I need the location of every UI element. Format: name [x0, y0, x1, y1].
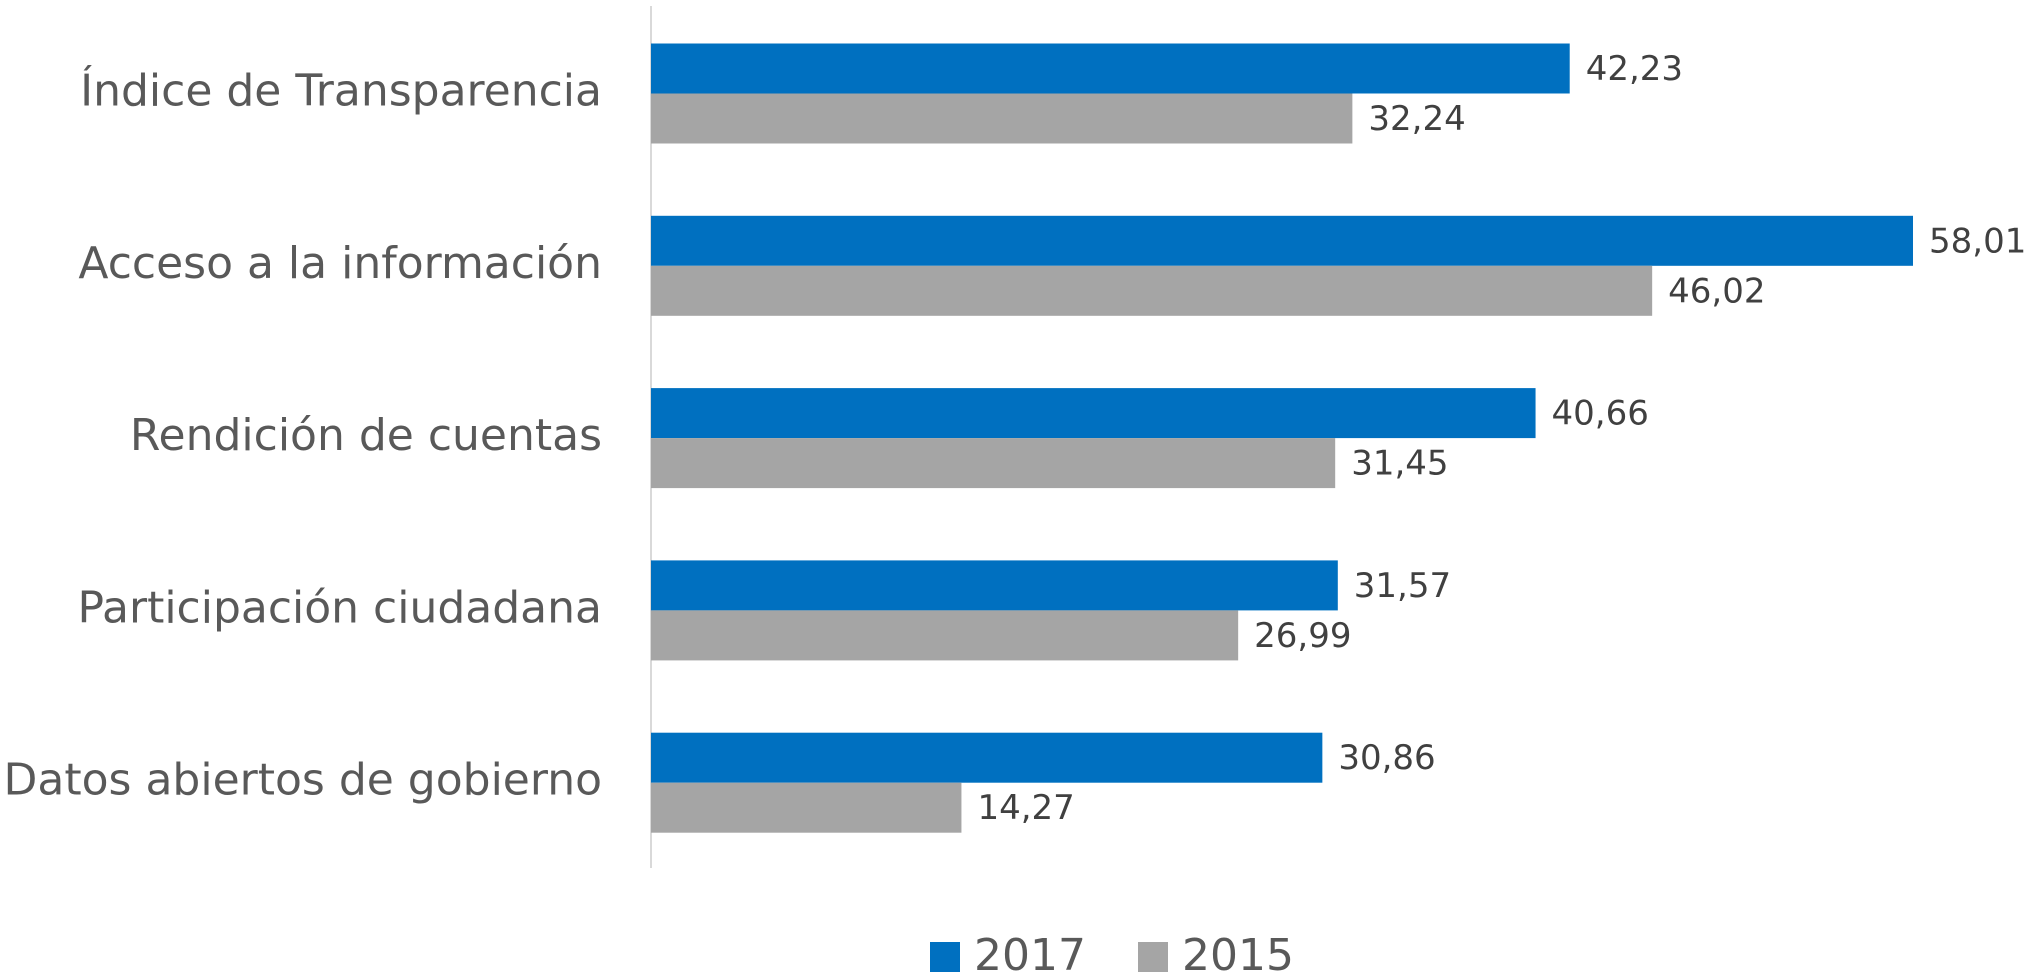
bar	[651, 215, 1913, 266]
category-label: Rendición de cuentas	[130, 410, 602, 461]
value-label: 14,27	[977, 788, 1074, 828]
bar	[651, 43, 1570, 94]
bar	[651, 732, 1323, 783]
bar	[651, 438, 1336, 489]
legend-label: 2015	[1182, 930, 1294, 978]
value-label: 26,99	[1254, 616, 1351, 656]
category-label: Participación ciudadana	[77, 582, 602, 633]
bar	[651, 560, 1338, 611]
value-label: 31,45	[1351, 444, 1448, 484]
legend-swatch	[930, 942, 960, 972]
value-label: 58,01	[1929, 221, 2026, 261]
value-label: 40,66	[1552, 394, 1649, 434]
value-label: 46,02	[1668, 271, 1765, 311]
value-label: 42,23	[1586, 49, 1683, 89]
legend-swatch	[1138, 942, 1168, 972]
category-label: Índice de Transparencia	[80, 64, 602, 117]
value-label: 31,57	[1354, 566, 1451, 606]
bar	[651, 93, 1353, 144]
bar	[651, 388, 1536, 439]
value-label: 32,24	[1368, 99, 1465, 139]
bar	[651, 610, 1239, 661]
category-label: Datos abiertos de gobierno	[4, 755, 602, 806]
bar	[651, 265, 1653, 316]
bar	[651, 782, 962, 833]
value-label: 30,86	[1338, 738, 1435, 778]
legend-label: 2017	[974, 930, 1086, 978]
category-label: Acceso a la información	[78, 238, 602, 289]
